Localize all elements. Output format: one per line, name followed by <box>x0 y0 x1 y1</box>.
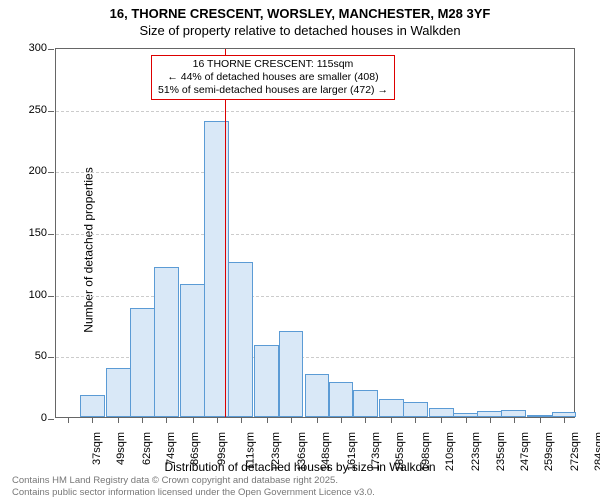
x-tick-label: 37sqm <box>91 432 103 465</box>
histogram-bar <box>106 368 131 417</box>
x-tick-label: 123sqm <box>270 432 282 471</box>
x-tick-label: 284sqm <box>593 432 600 471</box>
x-tick-label: 259sqm <box>543 432 555 471</box>
histogram-bar <box>279 331 304 417</box>
histogram-bar <box>429 408 454 417</box>
histogram-bar <box>254 345 279 417</box>
x-tick-label: 210sqm <box>445 432 457 471</box>
histogram-bar <box>228 262 253 417</box>
histogram-bar <box>353 390 378 417</box>
y-tick-label: 50 <box>7 350 47 362</box>
footer-attribution: Contains HM Land Registry data © Crown c… <box>12 475 375 498</box>
histogram-bar <box>501 410 526 417</box>
x-tick-label: 185sqm <box>394 432 406 471</box>
x-tick-label: 111sqm <box>244 432 256 470</box>
histogram-bar <box>403 402 428 417</box>
footer-line2: Contains public sector information licen… <box>12 487 375 498</box>
x-tick-label: 247sqm <box>519 432 531 471</box>
x-tick-label: 148sqm <box>320 432 332 471</box>
chart-title-line2: Size of property relative to detached ho… <box>0 23 600 40</box>
annotation-line: 16 THORNE CRESCENT: 115sqm <box>158 58 388 71</box>
x-tick-label: 235sqm <box>495 432 507 471</box>
y-tick-label: 150 <box>7 227 47 239</box>
y-tick-label: 200 <box>7 165 47 177</box>
histogram-bar <box>154 267 179 417</box>
annotation-line: 51% of semi-detached houses are larger (… <box>158 84 388 97</box>
reference-line <box>225 49 226 417</box>
histogram-bar <box>180 284 205 417</box>
y-tick-label: 300 <box>7 42 47 54</box>
y-tick-label: 100 <box>7 289 47 301</box>
footer-line1: Contains HM Land Registry data © Crown c… <box>12 475 375 486</box>
chart-title-line1: 16, THORNE CRESCENT, WORSLEY, MANCHESTER… <box>0 0 600 23</box>
x-tick-label: 49sqm <box>115 432 127 465</box>
property-size-chart: 16, THORNE CRESCENT, WORSLEY, MANCHESTER… <box>0 0 600 500</box>
x-tick-label: 198sqm <box>420 432 432 471</box>
x-tick-label: 99sqm <box>216 432 228 465</box>
x-tick-label: 62sqm <box>141 432 153 465</box>
y-tick-label: 250 <box>7 104 47 116</box>
histogram-bar <box>130 308 155 417</box>
x-tick-label: 161sqm <box>346 432 358 471</box>
x-tick-label: 173sqm <box>370 432 382 471</box>
x-tick-label: 223sqm <box>471 432 483 471</box>
annotation-box: 16 THORNE CRESCENT: 115sqm← 44% of detac… <box>151 55 395 100</box>
y-tick-label: 0 <box>7 412 47 424</box>
histogram-bar <box>379 399 404 418</box>
x-tick-label: 86sqm <box>189 432 201 465</box>
histogram-bar <box>80 395 105 417</box>
x-tick-label: 136sqm <box>296 432 308 471</box>
x-tick-label: 272sqm <box>569 432 581 471</box>
plot-area: 16 THORNE CRESCENT: 115sqm← 44% of detac… <box>55 48 575 418</box>
x-tick-label: 74sqm <box>165 432 177 465</box>
annotation-line: ← 44% of detached houses are smaller (40… <box>158 71 388 84</box>
histogram-bar <box>305 374 330 417</box>
histogram-bar <box>329 382 354 417</box>
